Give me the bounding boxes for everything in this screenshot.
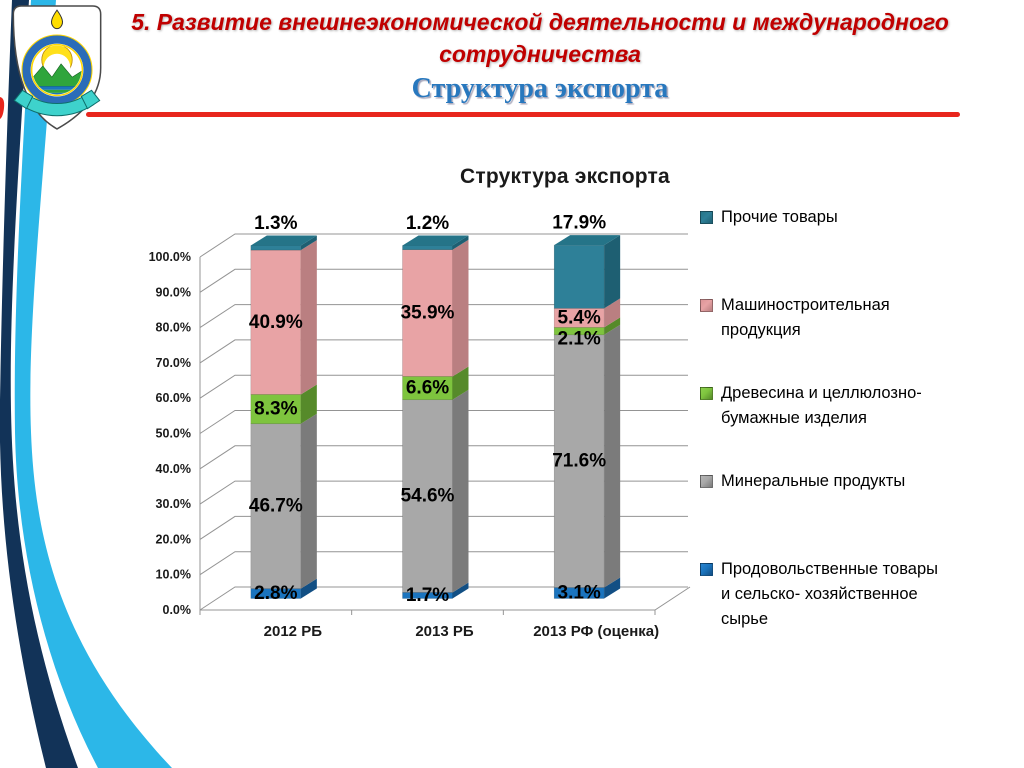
legend-marker-icon [700,387,713,400]
stacked-bar-2: 1.2% 35.9% 6.6% 54.6% 1.7% [401,213,469,606]
legend-marker-icon [700,211,713,224]
bar-segment [402,399,453,593]
slide-header: 5. Развитие внешнеэкономической деятельн… [80,6,1000,104]
y-tick-label: 100.0% [149,250,191,264]
category-labels: 2012 РБ 2013 РБ 2013 РФ (оценка) [264,623,659,640]
legend-item: Прочие товары [700,205,939,230]
category-label: 2013 РФ (оценка) [533,623,659,640]
bar-segment-side [300,240,317,395]
data-label: 1.3% [254,213,297,234]
bar-segment [402,245,453,250]
data-label: 71.6% [552,451,606,472]
stacked-bar-3: 17.9% 5.4%2.1% 71.6% 3.1% [552,213,621,604]
data-label: 54.6% [401,486,455,507]
data-label: 46.7% [249,496,303,517]
chart-legend: Прочие товары Машиностроительная продукци… [700,205,1020,655]
bar-segment [250,394,302,425]
y-tick-label: 80.0% [156,321,191,335]
bar-segment-side [300,578,317,599]
legend-item: Продовольственные товары и сельско- хозя… [700,557,939,632]
bar-segment-side [604,324,621,588]
y-tick-label: 70.0% [156,356,191,370]
bar-segment [250,245,302,251]
legend-marker-icon [700,563,713,576]
y-tick-label: 40.0% [156,462,191,476]
gridline [199,551,688,576]
legend-marker-icon [700,299,713,312]
legend-label: Машиностроительная продукция [721,296,890,339]
slide-title-line2: сотрудничества [439,41,641,67]
bar-segment-side [452,582,469,599]
y-tick-label: 90.0% [156,285,191,299]
bar-segment-side [452,366,469,400]
bar-segment-side [604,298,621,328]
bar-segment [250,249,302,395]
gridline [199,233,688,258]
bar-segment-side [604,317,621,335]
legend-label: Прочие товары [721,208,838,226]
category-label: 2013 РБ [415,623,474,640]
bar-top-face [402,235,469,246]
bar-top-face [250,235,317,246]
red-divider-line [86,112,960,117]
coat-of-arms-icon [12,5,102,130]
gridline [199,339,688,364]
data-label: 8.3% [254,399,297,420]
data-label: 2.8% [254,583,297,604]
stacked-bar-1: 1.3% 40.9% 8.3% 46.7% 2.8% [249,213,317,604]
bar-segment-side [300,384,317,424]
legend-label: Минеральные продукты [721,472,906,490]
data-label: 17.9% [552,213,606,234]
y-tick-label: 30.0% [156,497,191,511]
bar-segment-side [604,235,621,309]
legend-label: Продовольственные товары и сельско- хозя… [721,560,939,628]
legend-marker-icon [700,475,713,488]
bar-segment-side [300,413,317,589]
gridline [199,304,688,329]
data-label: 40.9% [249,312,303,333]
gridline [199,445,688,470]
bar-top-face [554,235,621,246]
legend-item: Минеральные продукты [700,469,939,494]
bar-segment [553,244,605,309]
slide-subtitle: Структура экспорта [411,73,669,104]
gridline [199,586,688,611]
bar-segment-side [300,235,317,251]
data-label: 35.9% [401,303,455,324]
data-label: 1.7% [406,585,449,606]
chart-axes-grid [199,233,691,615]
y-axis-labels: 0.0% 10.0% 20.0% 30.0% 40.0% 50.0% 60.0% 70.0% 8… [149,250,191,617]
bar-segment-side [452,389,469,593]
y-tick-label: 50.0% [156,427,191,441]
data-label: 1.2% [406,213,449,234]
chart-title: Структура экспорта [460,165,670,188]
bar-segment-side [604,577,621,599]
data-label: 5.4% [558,307,601,328]
gridline [199,268,688,293]
bar-segment-side [452,239,469,377]
y-tick-label: 20.0% [156,532,191,546]
data-label: 3.1% [558,583,601,604]
data-label: 6.6% [406,378,449,399]
y-tick-label: 10.0% [156,568,191,582]
bar-segment [402,249,453,377]
bar-segment-side [452,235,469,250]
legend-label: Древесина и целлюлозно-бумажные изделия [721,384,922,427]
data-label: 2.1% [558,328,601,349]
y-tick-label: 60.0% [156,391,191,405]
gridline [199,515,688,540]
category-label: 2012 РБ [264,623,323,640]
gridline [199,410,688,434]
slide-title-line1: 5. Развитие внешнеэкономической деятельн… [131,9,949,35]
gridline [199,374,688,399]
legend-item: Машиностроительная продукция [700,293,939,343]
y-tick-label: 0.0% [163,603,192,617]
legend-item: Древесина и целлюлозно-бумажные изделия [700,381,939,431]
gridline [199,480,688,505]
